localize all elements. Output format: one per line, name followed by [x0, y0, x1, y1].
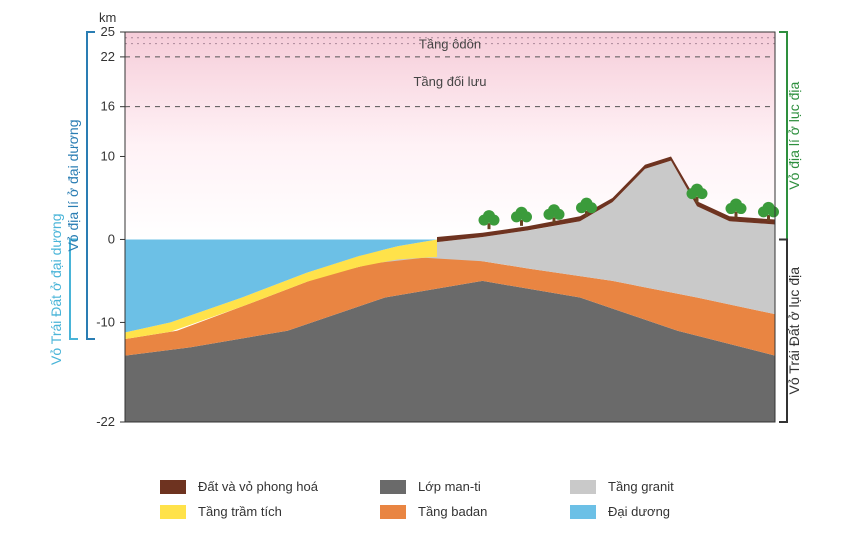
legend-swatch	[160, 480, 186, 494]
svg-text:Tầng ôdôn: Tầng ôdôn	[419, 36, 481, 51]
legend-swatch	[570, 480, 596, 494]
legend-label: Lớp man-ti	[418, 479, 558, 494]
svg-text:22: 22	[101, 49, 115, 64]
svg-text:Tầng đối lưu: Tầng đối lưu	[413, 74, 486, 89]
legend-label: Đại dương	[608, 504, 748, 519]
legend-label: Đất và vỏ phong hoá	[198, 479, 368, 494]
svg-text:0: 0	[108, 231, 115, 246]
legend: Đất và vỏ phong hoá Lớp man-ti Tầng gran…	[160, 479, 748, 519]
svg-text:16: 16	[101, 99, 115, 114]
svg-text:Vỏ Trái Đất ở đại dương: Vỏ Trái Đất ở đại dương	[48, 213, 64, 364]
svg-text:-10: -10	[96, 314, 115, 329]
svg-text:-22: -22	[96, 414, 115, 429]
svg-text:km: km	[99, 10, 116, 25]
legend-swatch	[570, 505, 596, 519]
svg-text:Vỏ địa lí ở đại dương: Vỏ địa lí ở đại dương	[65, 119, 81, 251]
legend-label: Tầng granit	[608, 479, 748, 494]
svg-text:Vỏ địa lí ở lục địa: Vỏ địa lí ở lục địa	[786, 82, 802, 190]
legend-swatch	[380, 480, 406, 494]
legend-label: Tầng badan	[418, 504, 558, 519]
legend-swatch	[380, 505, 406, 519]
svg-text:10: 10	[101, 148, 115, 163]
svg-text:Vỏ Trái Đất ở lục địa: Vỏ Trái Đất ở lục địa	[786, 267, 802, 395]
svg-text:25: 25	[101, 24, 115, 39]
legend-swatch	[160, 505, 186, 519]
legend-label: Tầng trầm tích	[198, 504, 368, 519]
